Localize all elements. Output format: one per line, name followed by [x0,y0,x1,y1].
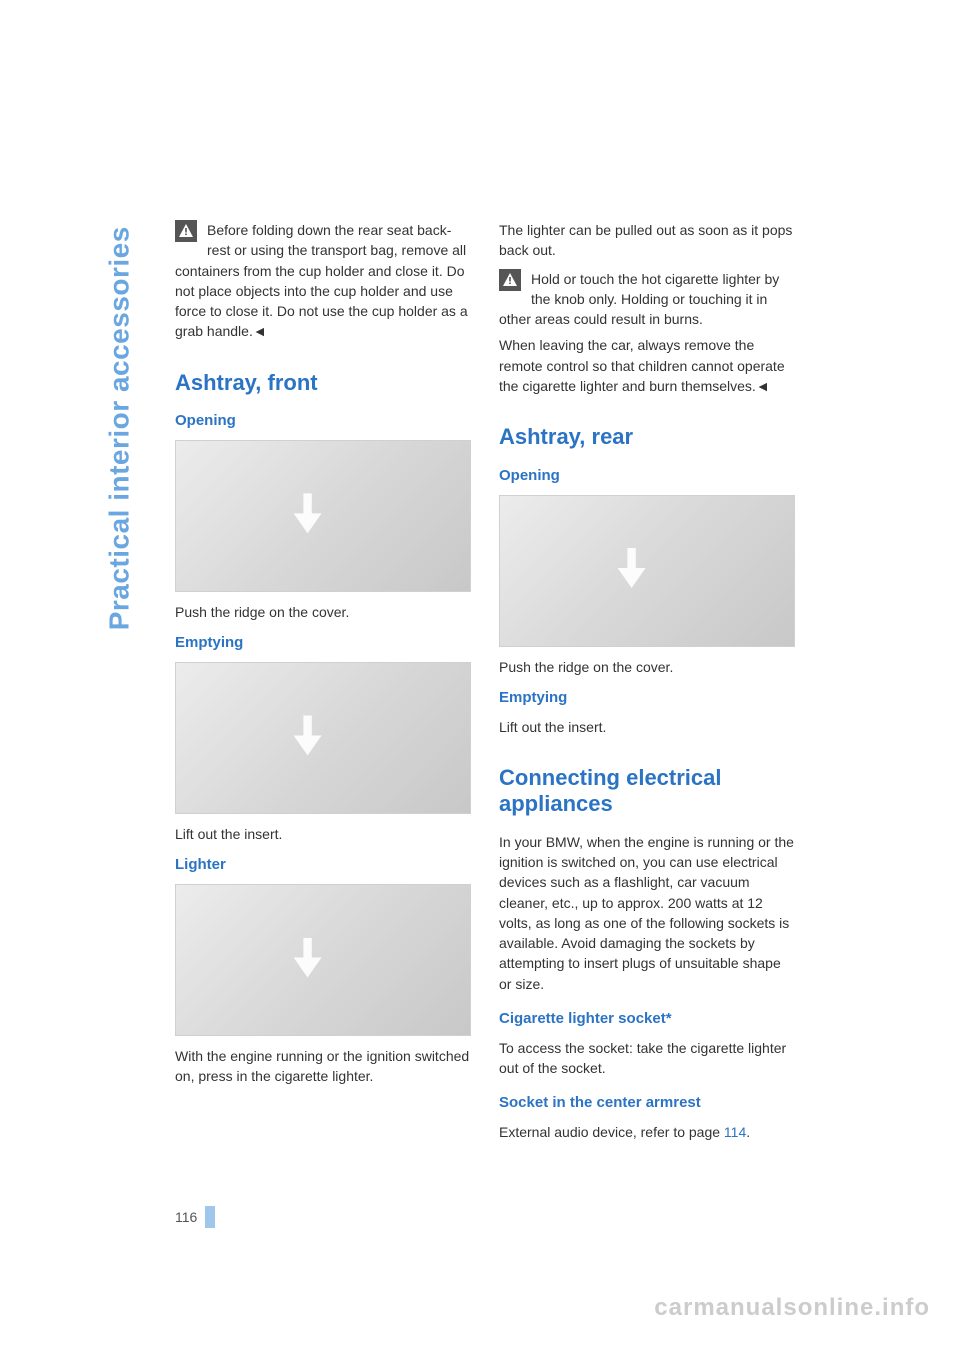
caption-emptying-front: Lift out the insert. [175,824,471,844]
page-number: 116 [175,1207,197,1227]
warning-cup-holder: Before folding down the rear seat back- … [175,220,471,261]
figure-lighter [175,884,471,1036]
warning-text: Before folding down the rear seat back- … [207,220,471,261]
caption-opening-rear: Push the ridge on the cover. [499,657,795,677]
warning-line2: the knob only. Holding or touching it in [531,291,767,307]
page-link-114[interactable]: 114 [724,1124,746,1140]
warning-continuation: containers from the cup holder and close… [175,261,471,342]
figure-ashtray-front-opening [175,440,471,592]
subheading-emptying-front: Emptying [175,632,471,654]
armrest-socket-body: External audio device, refer to page 114… [499,1122,795,1142]
appliances-body: In your BMW, when the engine is running … [499,832,795,994]
page-footer: 116 [175,1206,215,1228]
warning-hot-rest: other areas could result in burns. [499,309,795,329]
warning-remote-control: When leaving the car, always remove the … [499,335,795,396]
warning-text: Hold or touch the hot cigarette lighter … [531,269,795,310]
sidebar-section-title: Practical interior accessories [99,226,140,630]
left-column: Before folding down the rear seat back- … [175,220,471,1148]
figure-ashtray-rear-opening [499,495,795,647]
subheading-cigarette-socket: Cigarette lighter socket* [499,1008,795,1030]
armrest-body-pre: External audio device, refer to page [499,1124,724,1140]
figure-ashtray-front-emptying [175,662,471,814]
warning-icon [175,220,197,242]
right-column: The lighter can be pulled out as soon as… [499,220,795,1148]
caption-opening-front: Push the ridge on the cover. [175,602,471,622]
warning-line2: rest or using the transport bag, remove … [207,242,466,258]
heading-ashtray-rear: Ashtray, rear [499,424,795,450]
cigarette-socket-body: To access the socket: take the cigarette… [499,1038,795,1079]
armrest-body-post: . [746,1124,750,1140]
warning-icon [499,269,521,291]
heading-ashtray-front: Ashtray, front [175,370,471,396]
subheading-opening-rear: Opening [499,465,795,487]
lighter-popout-text: The lighter can be pulled out as soon as… [499,220,795,261]
warning-hot-lighter: Hold or touch the hot cigarette lighter … [499,269,795,310]
subheading-lighter: Lighter [175,854,471,876]
content-columns: Before folding down the rear seat back- … [175,220,795,1148]
page-mark [205,1206,215,1228]
subheading-armrest-socket: Socket in the center armrest [499,1092,795,1114]
caption-lighter: With the engine running or the ignition … [175,1046,471,1087]
subheading-emptying-rear: Emptying [499,687,795,709]
heading-connecting-appliances: Connecting electrical appliances [499,765,795,818]
subheading-opening-front: Opening [175,410,471,432]
watermark: carmanualsonline.info [654,1291,930,1326]
warning-line1: Before folding down the rear seat back- [207,222,451,238]
warning-line1: Hold or touch the hot cigarette lighter … [531,271,779,287]
caption-emptying-rear: Lift out the insert. [499,717,795,737]
